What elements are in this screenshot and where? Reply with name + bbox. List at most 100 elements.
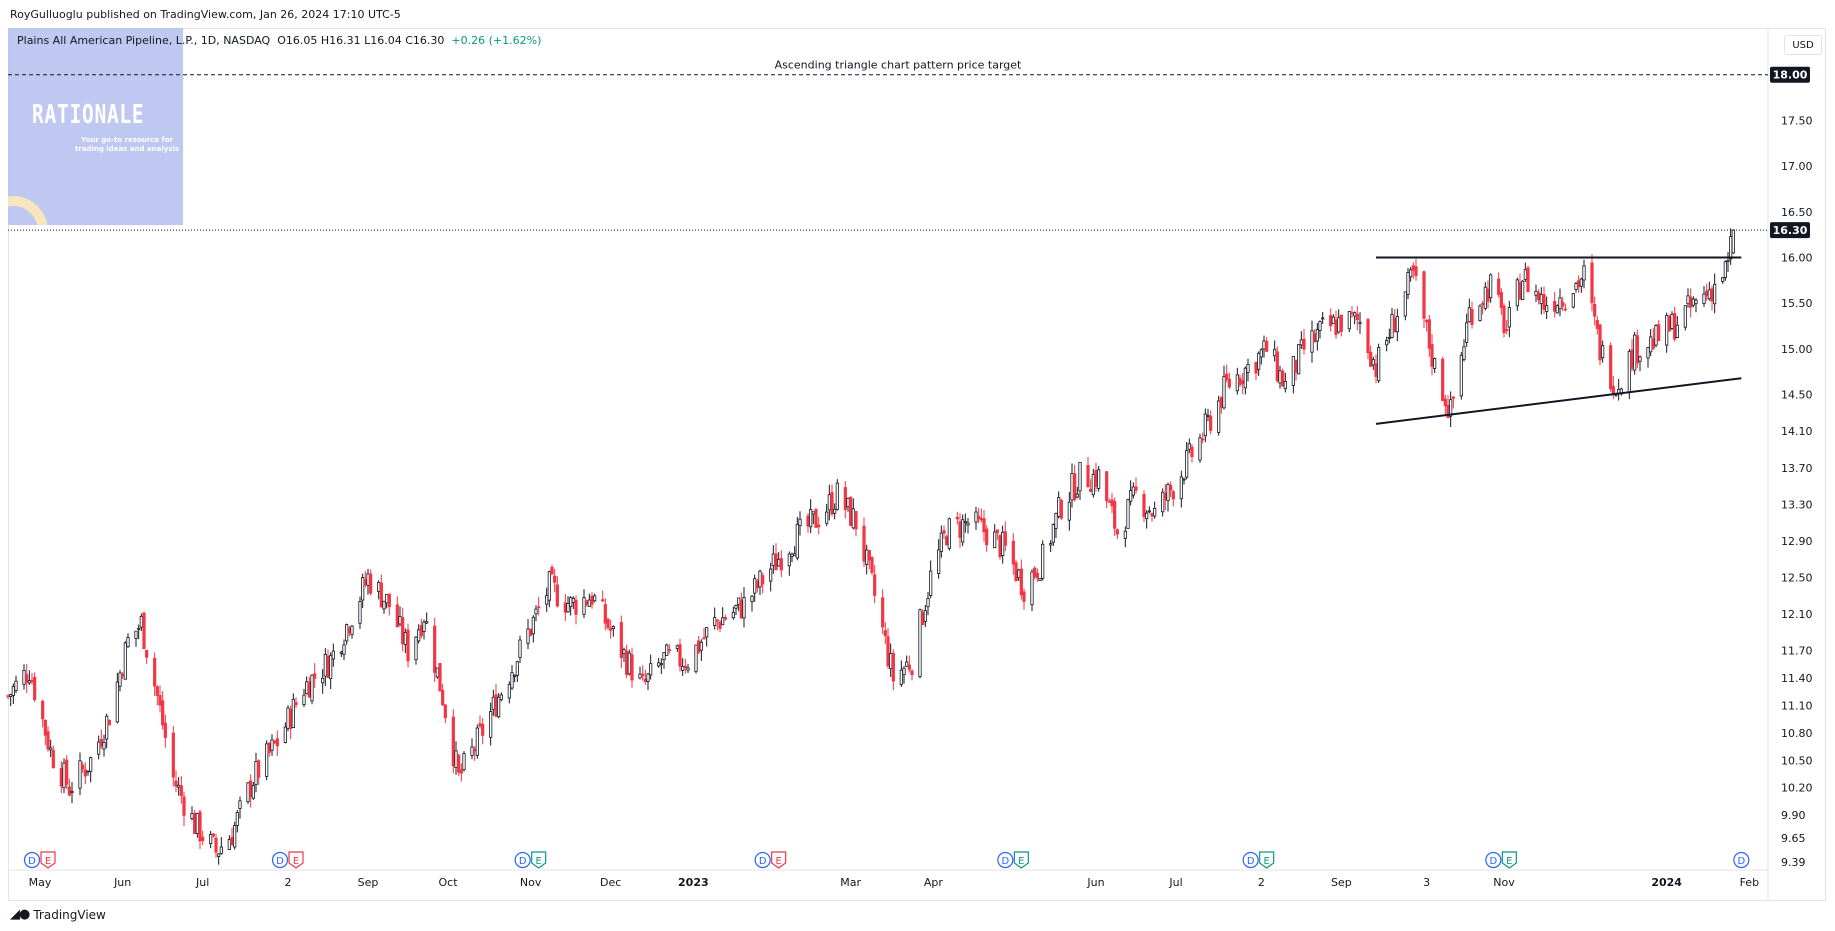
candle: [1393, 309, 1397, 333]
candle-body: [995, 529, 999, 534]
candle-body: [1598, 324, 1602, 361]
candle-body: [873, 574, 877, 596]
candle-body: [1201, 438, 1205, 441]
candle: [102, 734, 106, 757]
candle: [313, 663, 317, 688]
candle: [742, 587, 746, 628]
candle-body: [313, 673, 317, 679]
symbol-legend[interactable]: Plains All American Pipeline, L.P., 1D, …: [17, 34, 541, 47]
candle-body: [1366, 319, 1370, 354]
candle-body: [1225, 373, 1229, 380]
candle: [1171, 489, 1175, 507]
candle-body: [1523, 269, 1527, 280]
candle-body: [1017, 569, 1021, 579]
candle-body: [1033, 567, 1037, 577]
candle-body: [270, 739, 274, 751]
dividend-icon: [1485, 851, 1502, 869]
candle: [1291, 356, 1295, 394]
candle: [193, 809, 197, 835]
candle: [731, 606, 735, 620]
candle-body: [494, 694, 498, 717]
earnings-icon-letter: E: [293, 856, 299, 867]
candle-body: [459, 769, 463, 774]
candle: [1310, 320, 1314, 363]
candle-body: [846, 497, 850, 508]
candle: [737, 597, 741, 612]
candle: [1129, 480, 1133, 506]
candle-body: [1521, 280, 1525, 300]
candle: [238, 796, 242, 819]
candle: [1350, 305, 1354, 318]
candle-body: [553, 575, 557, 583]
candle-body: [1430, 344, 1434, 367]
candle-body: [1449, 399, 1453, 417]
candle-body: [417, 629, 421, 642]
candle: [1131, 482, 1135, 499]
candle: [294, 697, 298, 709]
candle: [1334, 310, 1338, 339]
currency-button[interactable]: USD: [1784, 35, 1822, 55]
candle: [190, 806, 194, 821]
candle: [1590, 254, 1594, 312]
candle: [993, 524, 997, 549]
candle-body: [641, 673, 645, 677]
candle-body: [1329, 315, 1333, 327]
candle-body: [937, 549, 941, 575]
candle-body: [1022, 591, 1026, 602]
candle-body: [1227, 378, 1231, 388]
candle-body: [1166, 484, 1170, 502]
candle: [1449, 391, 1453, 428]
candle: [873, 565, 877, 604]
candle: [1630, 338, 1634, 372]
candle: [30, 672, 34, 685]
candle: [1539, 287, 1543, 315]
candle-body: [1257, 352, 1261, 370]
candle: [139, 613, 143, 632]
candle-body: [475, 727, 479, 756]
price-tick-label: 13.70: [1781, 462, 1813, 475]
candle: [158, 685, 162, 713]
candle-body: [1107, 500, 1111, 503]
candle: [1299, 331, 1303, 349]
candle-body: [1654, 325, 1658, 346]
price-tick-label: 17.50: [1781, 114, 1813, 127]
candle: [1553, 291, 1557, 318]
chart-frame: [8, 28, 1826, 901]
candle: [470, 738, 474, 760]
candle-body: [265, 743, 269, 777]
candle-body: [611, 626, 615, 629]
time-tick-label: May: [29, 876, 52, 889]
candle: [1414, 258, 1418, 281]
candle: [1142, 490, 1146, 523]
candle: [201, 830, 205, 845]
candle-body: [587, 599, 591, 607]
candle-body: [777, 558, 781, 567]
candle-body: [529, 628, 533, 636]
candle-body: [1153, 508, 1157, 517]
candle: [681, 658, 685, 676]
symbol-name[interactable]: Plains All American Pipeline, L.P., 1D, …: [17, 34, 271, 47]
candle: [321, 669, 325, 694]
time-tick-label: Sep: [358, 876, 379, 889]
candle: [1633, 332, 1637, 375]
footer-brand[interactable]: ◢● TradingView: [10, 907, 106, 922]
candle: [171, 726, 175, 787]
candle-body: [462, 753, 466, 771]
candle: [1094, 462, 1098, 492]
candle-body: [1051, 524, 1055, 543]
candle: [777, 552, 781, 567]
candle-body: [1593, 304, 1597, 317]
candle-body: [835, 482, 839, 510]
price-tick-label: 11.10: [1781, 699, 1813, 712]
candle-body: [891, 652, 895, 682]
candle-body: [1169, 485, 1173, 491]
candle: [385, 594, 389, 609]
candle: [235, 809, 239, 833]
candle-body: [833, 508, 837, 514]
candle: [1318, 320, 1322, 339]
candle-body: [1275, 351, 1279, 382]
time-tick-label: Nov: [1493, 876, 1515, 889]
candle-body: [1705, 290, 1709, 296]
